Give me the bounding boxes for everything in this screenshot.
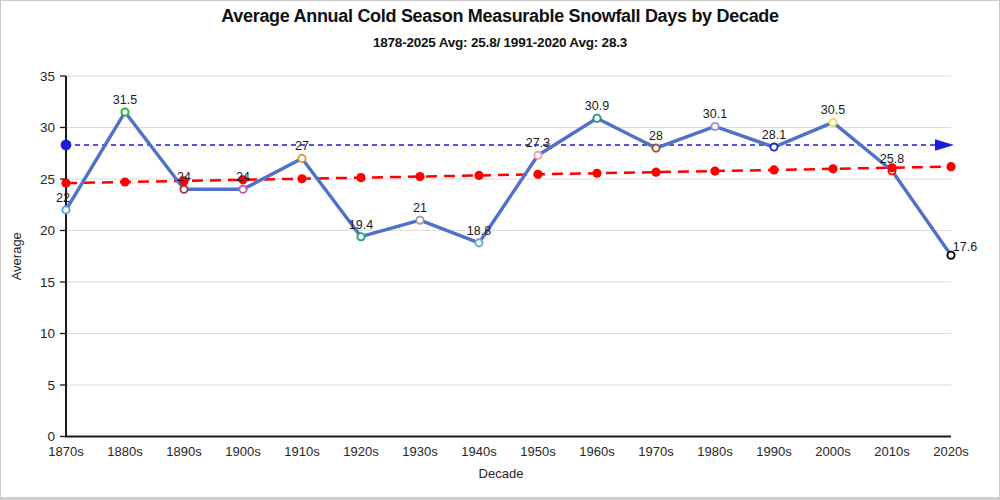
x-axis-title: Decade	[479, 466, 524, 481]
trend-marker	[297, 174, 306, 183]
data-point-marker	[298, 155, 305, 162]
data-point-marker	[829, 119, 836, 126]
x-tick-label: 1870s	[48, 444, 84, 459]
x-tick-label: 2020s	[933, 444, 969, 459]
x-tick-label: 1890s	[166, 444, 202, 459]
data-point-marker	[121, 108, 128, 115]
data-point-label: 30.1	[703, 107, 727, 121]
chart-frame: Average Annual Cold Season Measurable Sn…	[0, 0, 1000, 500]
data-point-label: 19.4	[349, 218, 373, 232]
data-point-label: 18.8	[467, 224, 491, 238]
y-axis-title: Average	[9, 232, 24, 280]
x-tick-label: 1880s	[107, 444, 143, 459]
data-point-label: 22	[56, 191, 70, 205]
x-tick-label: 2000s	[815, 444, 851, 459]
y-tick-label: 30	[40, 120, 55, 135]
x-tick-label: 1980s	[697, 444, 733, 459]
y-tick-label: 0	[47, 429, 55, 444]
y-tick-label: 35	[40, 69, 55, 84]
snowfall-line-chart: 0 5 10 15 20 25 30 35 1870s 1880s 1890s 1900s 1910s 1…	[1, 1, 1000, 500]
data-point-marker	[593, 115, 600, 122]
data-point-marker	[652, 145, 659, 152]
x-tick-label: 1970s	[638, 444, 674, 459]
data-point-label: 24	[236, 170, 250, 184]
data-point-marker	[770, 143, 777, 150]
y-tick-label: 10	[40, 326, 55, 341]
data-point-marker	[180, 186, 187, 193]
trend-marker	[533, 170, 542, 179]
data-point-marker	[239, 186, 246, 193]
x-tick-label: 1920s	[343, 444, 379, 459]
y-tick-label: 25	[40, 172, 55, 187]
data-point-label: 27.3	[526, 136, 550, 150]
trend-marker	[651, 168, 660, 177]
x-tick-label: 2010s	[874, 444, 910, 459]
data-point-marker	[475, 239, 482, 246]
data-point-label: 25.8	[880, 152, 904, 166]
x-tick-label: 1950s	[520, 444, 556, 459]
data-point-marker	[357, 233, 364, 240]
data-point-marker	[711, 123, 718, 130]
reference-start-dot-icon	[61, 140, 72, 151]
x-tick-label: 1940s	[461, 444, 497, 459]
trend-marker	[120, 177, 129, 186]
y-tick-label: 15	[40, 275, 55, 290]
y-tick-label: 20	[40, 223, 55, 238]
trend-marker	[828, 164, 837, 173]
x-tick-label: 1910s	[284, 444, 320, 459]
data-point-label: 30.9	[585, 99, 609, 113]
trend-marker	[356, 173, 365, 182]
data-point-label: 27	[295, 139, 309, 153]
data-point-label: 21	[413, 201, 427, 215]
trend-marker	[474, 171, 483, 180]
series-line	[66, 112, 951, 255]
reference-arrow-icon	[935, 139, 954, 151]
trendline	[66, 167, 951, 183]
y-tick-label: 5	[47, 378, 55, 393]
data-point-label: 28.1	[762, 128, 786, 142]
data-point-label: 24	[177, 170, 191, 184]
trend-marker	[415, 172, 424, 181]
trend-marker	[592, 169, 601, 178]
trend-marker	[769, 165, 778, 174]
trend-marker	[946, 162, 955, 171]
data-point-label: 30.5	[821, 103, 845, 117]
data-point-marker	[534, 152, 541, 159]
x-tick-label: 1990s	[756, 444, 792, 459]
trend-marker	[61, 179, 70, 188]
x-tick-label: 1930s	[402, 444, 438, 459]
x-tick-label: 1900s	[225, 444, 261, 459]
data-point-label: 28	[649, 129, 663, 143]
data-point-marker	[62, 206, 69, 213]
data-point-label: 17.6	[953, 240, 977, 254]
trend-marker	[710, 166, 719, 175]
data-point-label: 31.5	[113, 93, 137, 107]
data-point-marker	[416, 217, 423, 224]
x-tick-label: 1960s	[579, 444, 615, 459]
